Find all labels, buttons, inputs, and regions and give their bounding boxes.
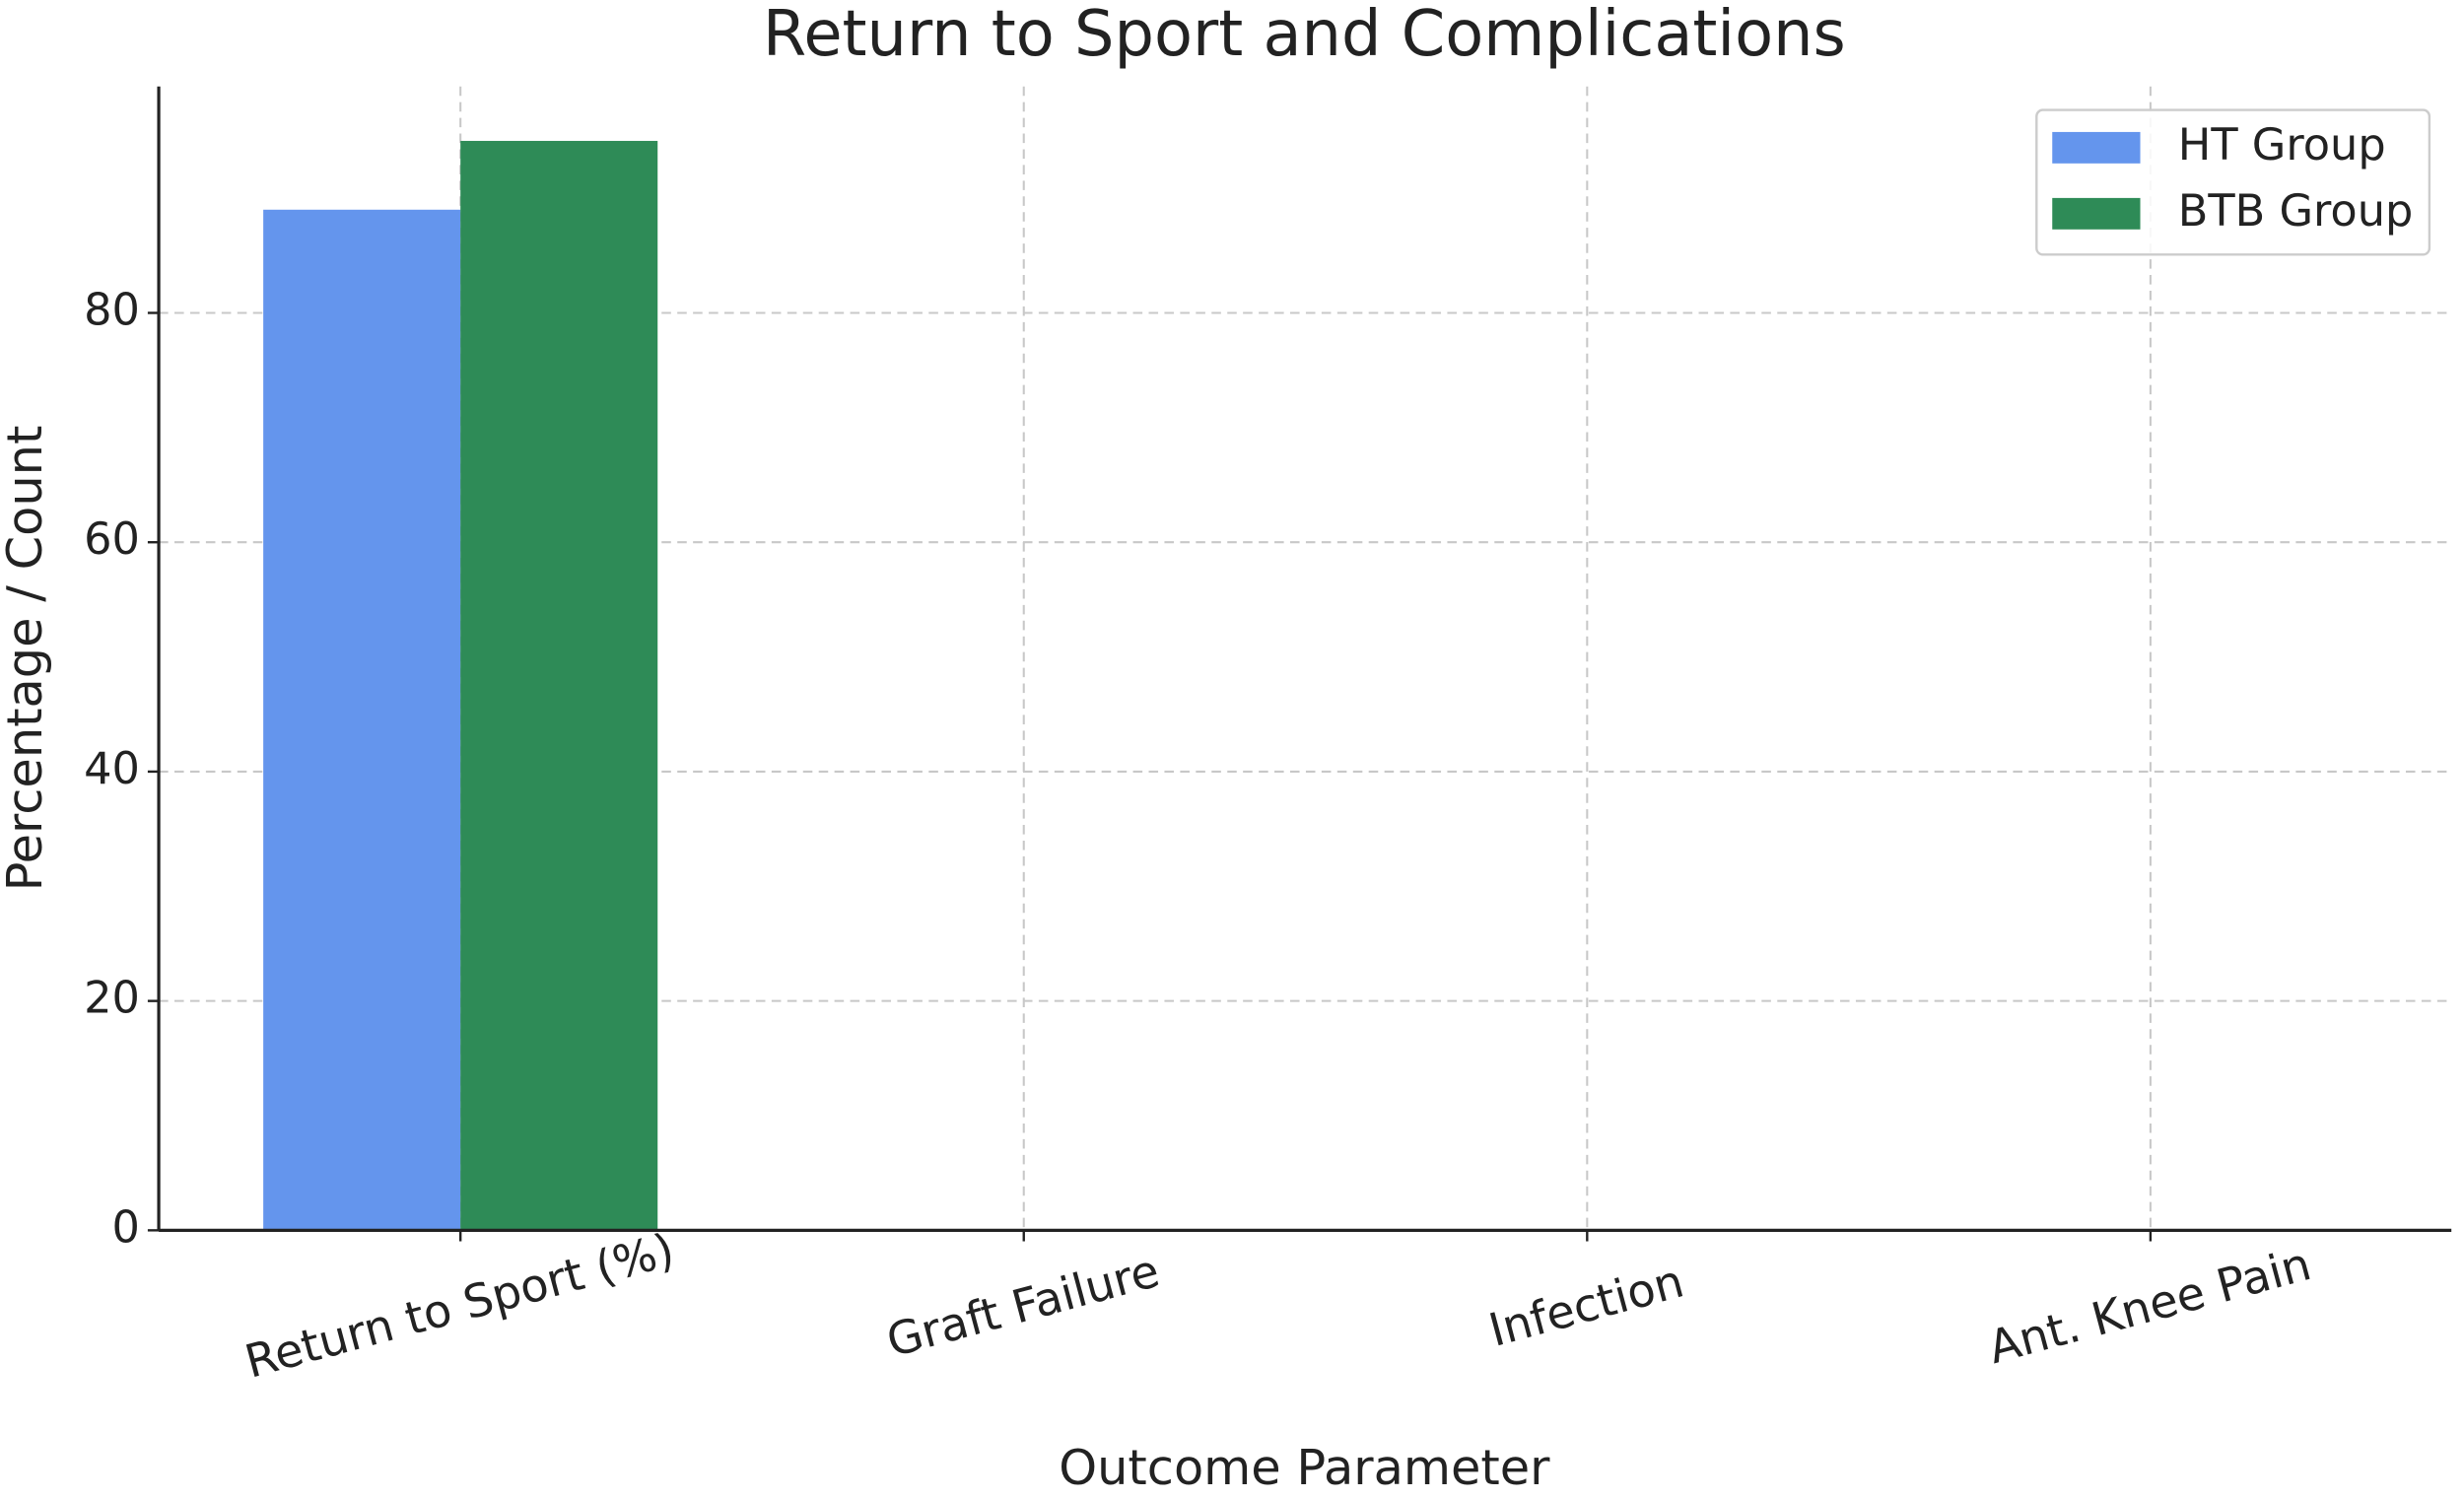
x-tick-label: Ant. Knee Pain bbox=[1983, 1237, 2316, 1374]
x-tick-label: Return to Sport (%) bbox=[240, 1223, 680, 1389]
y-axis-label: Percentage / Count bbox=[0, 426, 53, 892]
x-tick-label: Graft Failure bbox=[881, 1244, 1165, 1368]
legend-label: BTB Group bbox=[2178, 185, 2414, 237]
legend-swatch bbox=[2052, 197, 2141, 230]
x-tick-label: Infection bbox=[1483, 1255, 1689, 1357]
y-tick-label: 40 bbox=[84, 743, 140, 794]
y-tick-label: 20 bbox=[84, 973, 140, 1024]
legend: HT Group BTB Group bbox=[2035, 108, 2431, 256]
legend-swatch bbox=[2052, 131, 2141, 164]
y-tick-label: 60 bbox=[84, 513, 140, 565]
bar bbox=[263, 209, 461, 1231]
y-tick-label: 80 bbox=[84, 284, 140, 335]
legend-label: HT Group bbox=[2178, 119, 2386, 170]
y-tick-label: 0 bbox=[112, 1201, 140, 1253]
bar bbox=[460, 140, 658, 1231]
x-axis-label: Outcome Parameter bbox=[1059, 1439, 1550, 1496]
chart-title: Return to Sport and Complications bbox=[763, 0, 1846, 71]
